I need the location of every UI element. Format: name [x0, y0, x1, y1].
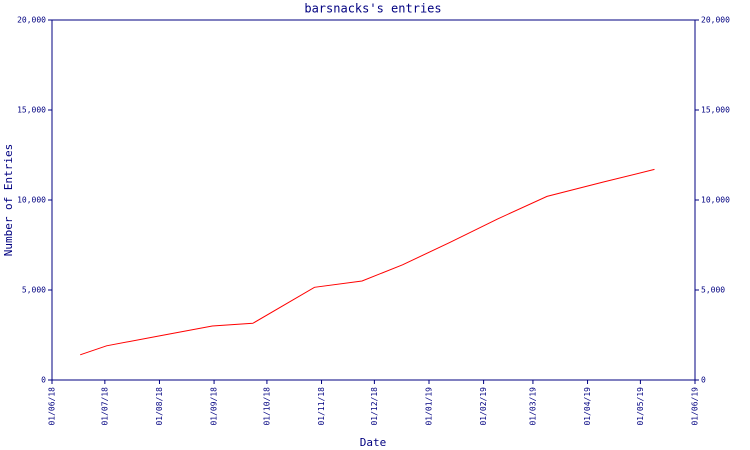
chart-title: barsnacks's entries — [304, 2, 441, 16]
y-tick-label: 0 — [41, 376, 46, 385]
y-tick-label: 5,000 — [22, 286, 46, 295]
y2-tick-label: 0 — [701, 376, 706, 385]
data-line — [80, 168, 655, 356]
y-tick-label: 20,000 — [17, 16, 46, 25]
y-axis-label: Number of Entries — [2, 144, 15, 257]
x-tick-label: 01/04/19 — [583, 387, 592, 426]
x-tick-label: 01/12/18 — [370, 387, 379, 426]
y2-tick-label: 20,000 — [701, 16, 730, 25]
y-tick-label: 10,000 — [17, 196, 46, 205]
x-tick-label: 01/11/18 — [317, 387, 326, 426]
x-tick-label: 01/05/19 — [636, 387, 645, 426]
y-tick-label: 15,000 — [17, 106, 46, 115]
plot-frame — [51, 19, 696, 381]
y2-tick-label: 15,000 — [701, 106, 730, 115]
x-tick-label: 01/06/19 — [691, 387, 700, 426]
x-tick-label: 01/03/19 — [528, 387, 537, 426]
x-tick-label: 01/08/18 — [155, 387, 164, 426]
x-axis-label: Date — [360, 436, 387, 449]
x-tick-label: 01/10/18 — [262, 387, 271, 426]
x-tick-label: 01/02/19 — [479, 387, 488, 426]
y2-tick-label: 5,000 — [701, 286, 725, 295]
x-tick-label: 01/01/19 — [424, 387, 433, 426]
x-tick-label: 01/09/18 — [210, 387, 219, 426]
x-tick-label: 01/06/18 — [48, 387, 57, 426]
y2-tick-label: 10,000 — [701, 196, 730, 205]
x-tick-label: 01/07/18 — [100, 387, 109, 426]
